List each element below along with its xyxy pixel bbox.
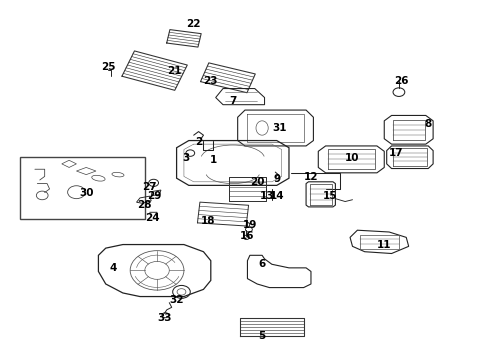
Text: 20: 20 bbox=[250, 177, 265, 187]
Text: 7: 7 bbox=[229, 96, 237, 106]
Text: 14: 14 bbox=[270, 191, 284, 201]
Text: 4: 4 bbox=[109, 263, 117, 273]
Text: 5: 5 bbox=[259, 331, 266, 341]
Text: 18: 18 bbox=[201, 216, 216, 226]
Text: 3: 3 bbox=[183, 153, 190, 163]
Text: 10: 10 bbox=[345, 153, 360, 163]
Text: 21: 21 bbox=[167, 66, 181, 76]
Text: 23: 23 bbox=[203, 76, 218, 86]
Text: 26: 26 bbox=[394, 76, 409, 86]
Text: 30: 30 bbox=[79, 188, 94, 198]
Text: 29: 29 bbox=[147, 191, 162, 201]
Text: 15: 15 bbox=[323, 191, 338, 201]
Text: 28: 28 bbox=[138, 200, 152, 210]
Text: 11: 11 bbox=[377, 239, 392, 249]
Text: 27: 27 bbox=[143, 182, 157, 192]
Text: 25: 25 bbox=[101, 62, 116, 72]
Text: 6: 6 bbox=[259, 259, 266, 269]
Text: 24: 24 bbox=[145, 213, 159, 222]
Text: 19: 19 bbox=[243, 220, 257, 230]
Text: 8: 8 bbox=[425, 120, 432, 129]
Text: 17: 17 bbox=[389, 148, 404, 158]
Text: 22: 22 bbox=[187, 19, 201, 29]
Text: 1: 1 bbox=[210, 155, 217, 165]
Text: 16: 16 bbox=[240, 231, 255, 240]
Text: 12: 12 bbox=[304, 172, 318, 182]
Text: 31: 31 bbox=[272, 123, 287, 133]
Text: 9: 9 bbox=[273, 174, 280, 184]
Text: 13: 13 bbox=[260, 191, 274, 201]
Text: 2: 2 bbox=[195, 138, 202, 147]
Text: 33: 33 bbox=[157, 313, 171, 323]
Text: 32: 32 bbox=[170, 295, 184, 305]
